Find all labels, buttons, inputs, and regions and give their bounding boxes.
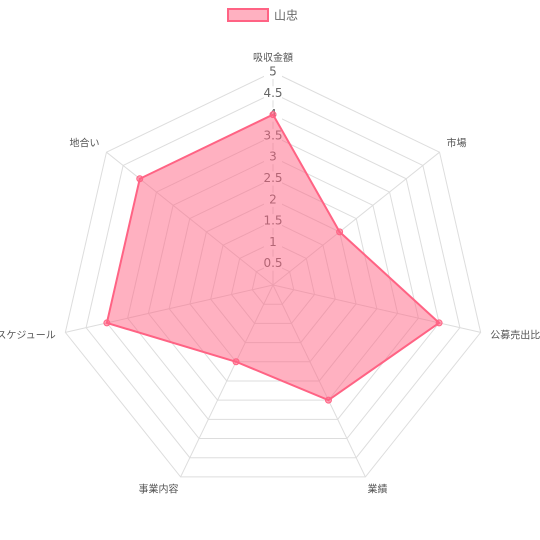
category-label: スケジュール (0, 330, 56, 342)
data-point (336, 228, 344, 236)
tick-label-bg (264, 65, 282, 79)
data-point (435, 319, 443, 327)
category-label: 市場 (446, 136, 466, 149)
category-label: 業績 (367, 483, 387, 496)
data-point (136, 175, 144, 183)
category-label: 吸収金額 (253, 51, 293, 64)
tick-label-bg (264, 86, 282, 101)
series-area (105, 113, 441, 402)
category-label: 事業内容 (139, 483, 179, 496)
data-point (324, 396, 332, 404)
data-point (269, 111, 277, 119)
category-label: 公募売出比 (490, 329, 540, 342)
legend-swatch[interactable] (227, 8, 269, 22)
r-tick-label: 4.5 (263, 86, 282, 100)
data-point (232, 358, 240, 366)
legend-label[interactable]: 山忠 (274, 9, 298, 23)
category-label: 地合い (70, 136, 100, 149)
r-tick-label: 5 (269, 65, 277, 79)
grid-ring (85, 92, 461, 459)
data-point (103, 319, 111, 327)
grid-ring (64, 71, 482, 478)
